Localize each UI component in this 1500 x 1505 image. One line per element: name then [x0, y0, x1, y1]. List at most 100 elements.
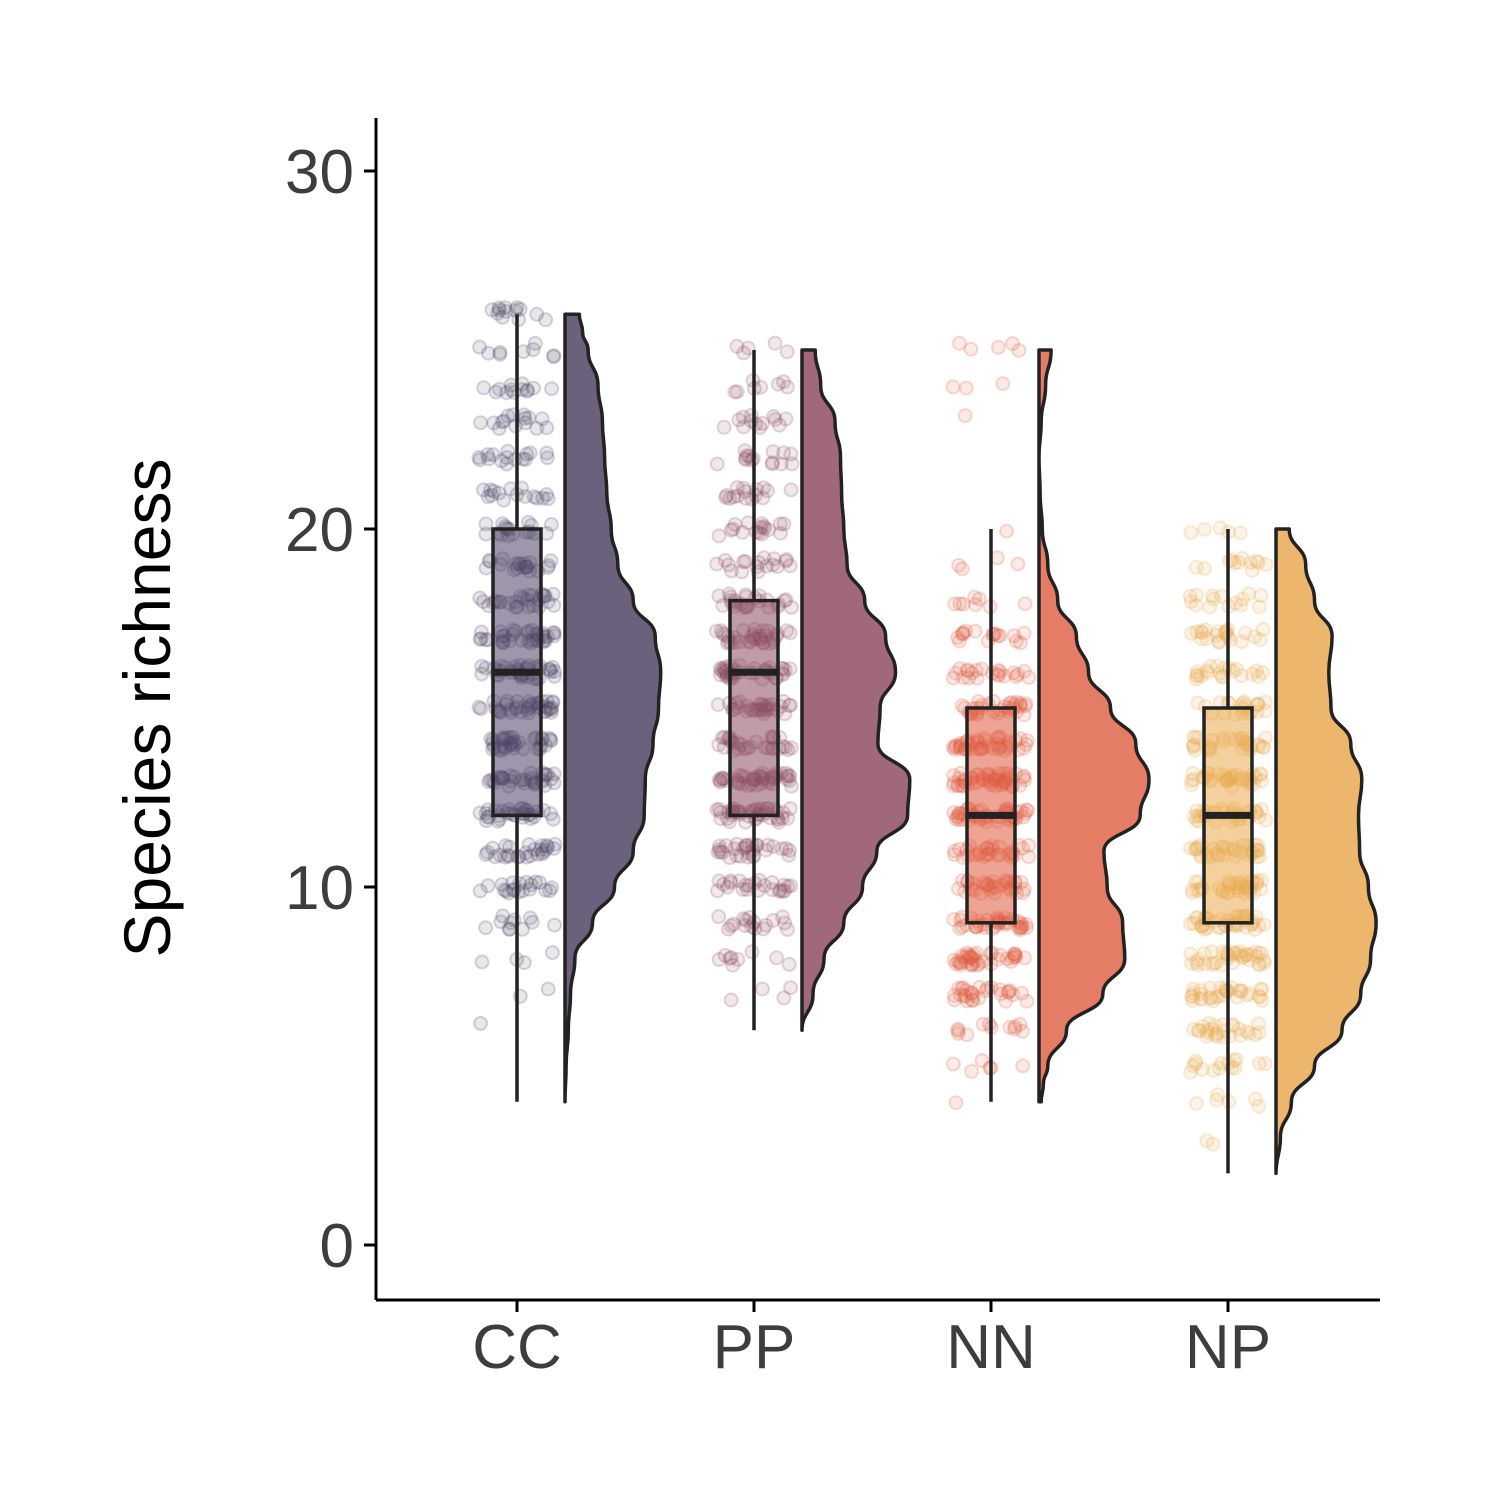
data-point: [1018, 736, 1034, 752]
data-point: [1007, 949, 1023, 965]
data-point: [951, 557, 967, 573]
data-point: [959, 945, 975, 961]
data-point: [959, 1027, 975, 1043]
data-point: [473, 631, 489, 647]
data-point: [545, 586, 561, 602]
data-point: [529, 420, 545, 436]
data-point: [474, 666, 490, 682]
data-point: [952, 596, 968, 612]
data-point: [1251, 918, 1267, 933]
data-point: [709, 456, 725, 472]
data-point: [782, 801, 798, 817]
data-point: [760, 483, 775, 499]
data-point: [499, 450, 515, 466]
data-point: [774, 841, 790, 857]
data-point: [764, 882, 780, 898]
data-point: [493, 453, 509, 469]
data-point: [945, 739, 961, 755]
data-point: [480, 345, 496, 361]
data-point: [1006, 628, 1022, 644]
data-point: [1184, 956, 1200, 972]
data-point: [955, 670, 971, 685]
data-point: [729, 338, 745, 354]
data-point: [950, 953, 966, 969]
data-point: [784, 456, 800, 472]
data-point: [957, 408, 973, 424]
data-point: [1183, 989, 1199, 1005]
data-point: [1016, 707, 1032, 723]
data-point: [710, 883, 725, 899]
data-point: [1013, 635, 1028, 651]
data-point: [1007, 947, 1023, 962]
data-point: [517, 489, 533, 504]
half-violin-np: [1274, 527, 1378, 1176]
data-point: [968, 597, 983, 613]
data-point: [492, 344, 508, 360]
data-point: [999, 951, 1015, 967]
data-point: [950, 630, 966, 646]
data-point: [998, 993, 1014, 1009]
data-point: [782, 558, 798, 574]
data-point: [735, 524, 751, 540]
data-point: [964, 985, 980, 1001]
data-point: [519, 382, 535, 398]
data-point: [539, 838, 555, 853]
data-point: [1197, 956, 1213, 972]
data-point: [534, 846, 550, 862]
data-point: [1011, 342, 1027, 358]
data-point: [1019, 802, 1035, 818]
data-point: [539, 487, 555, 502]
data-point: [779, 921, 795, 937]
data-point: [968, 945, 984, 961]
data-point: [947, 741, 962, 757]
data-point: [1254, 773, 1270, 789]
data-point: [723, 873, 739, 889]
data-point: [1204, 588, 1220, 604]
data-point: [472, 339, 488, 355]
data-point: [713, 844, 729, 860]
data-point: [784, 599, 799, 615]
data-point: [765, 557, 781, 573]
data-point: [1188, 729, 1204, 745]
half-violins-layer: [563, 312, 1378, 1176]
data-point: [471, 699, 487, 715]
data-point: [783, 878, 799, 894]
data-point: [1185, 885, 1200, 901]
data-point: [723, 918, 739, 934]
data-point: [545, 811, 561, 827]
data-point: [519, 446, 535, 462]
data-point: [764, 456, 780, 472]
data-point: [757, 520, 773, 536]
data-point: [521, 837, 537, 852]
data-point: [1242, 952, 1258, 968]
data-point: [753, 379, 769, 395]
data-point: [1236, 949, 1251, 965]
data-point: [1189, 664, 1205, 680]
data-point: [744, 944, 760, 960]
data-point: [1019, 803, 1035, 819]
data-point: [480, 489, 496, 505]
data-point: [712, 774, 728, 790]
data-point: [546, 841, 562, 856]
data-point: [535, 844, 551, 860]
data-point: [961, 950, 977, 966]
data-point: [546, 775, 562, 791]
data-point: [533, 841, 549, 857]
data-point: [735, 409, 751, 425]
data-point: [471, 450, 487, 465]
data-point: [1009, 694, 1025, 710]
data-point: [778, 765, 794, 781]
data-point: [1203, 658, 1218, 674]
data-point: [952, 921, 968, 936]
y-tick-label: 30: [285, 138, 354, 207]
data-point: [765, 444, 781, 460]
data-point: [778, 841, 794, 856]
data-point: [772, 516, 788, 532]
data-point: [734, 564, 750, 580]
data-point: [483, 482, 498, 498]
y-axis-title: Species richness: [110, 459, 184, 958]
data-point: [522, 910, 538, 926]
data-point: [958, 623, 974, 639]
data-point: [1183, 946, 1199, 962]
data-point: [1249, 949, 1265, 964]
